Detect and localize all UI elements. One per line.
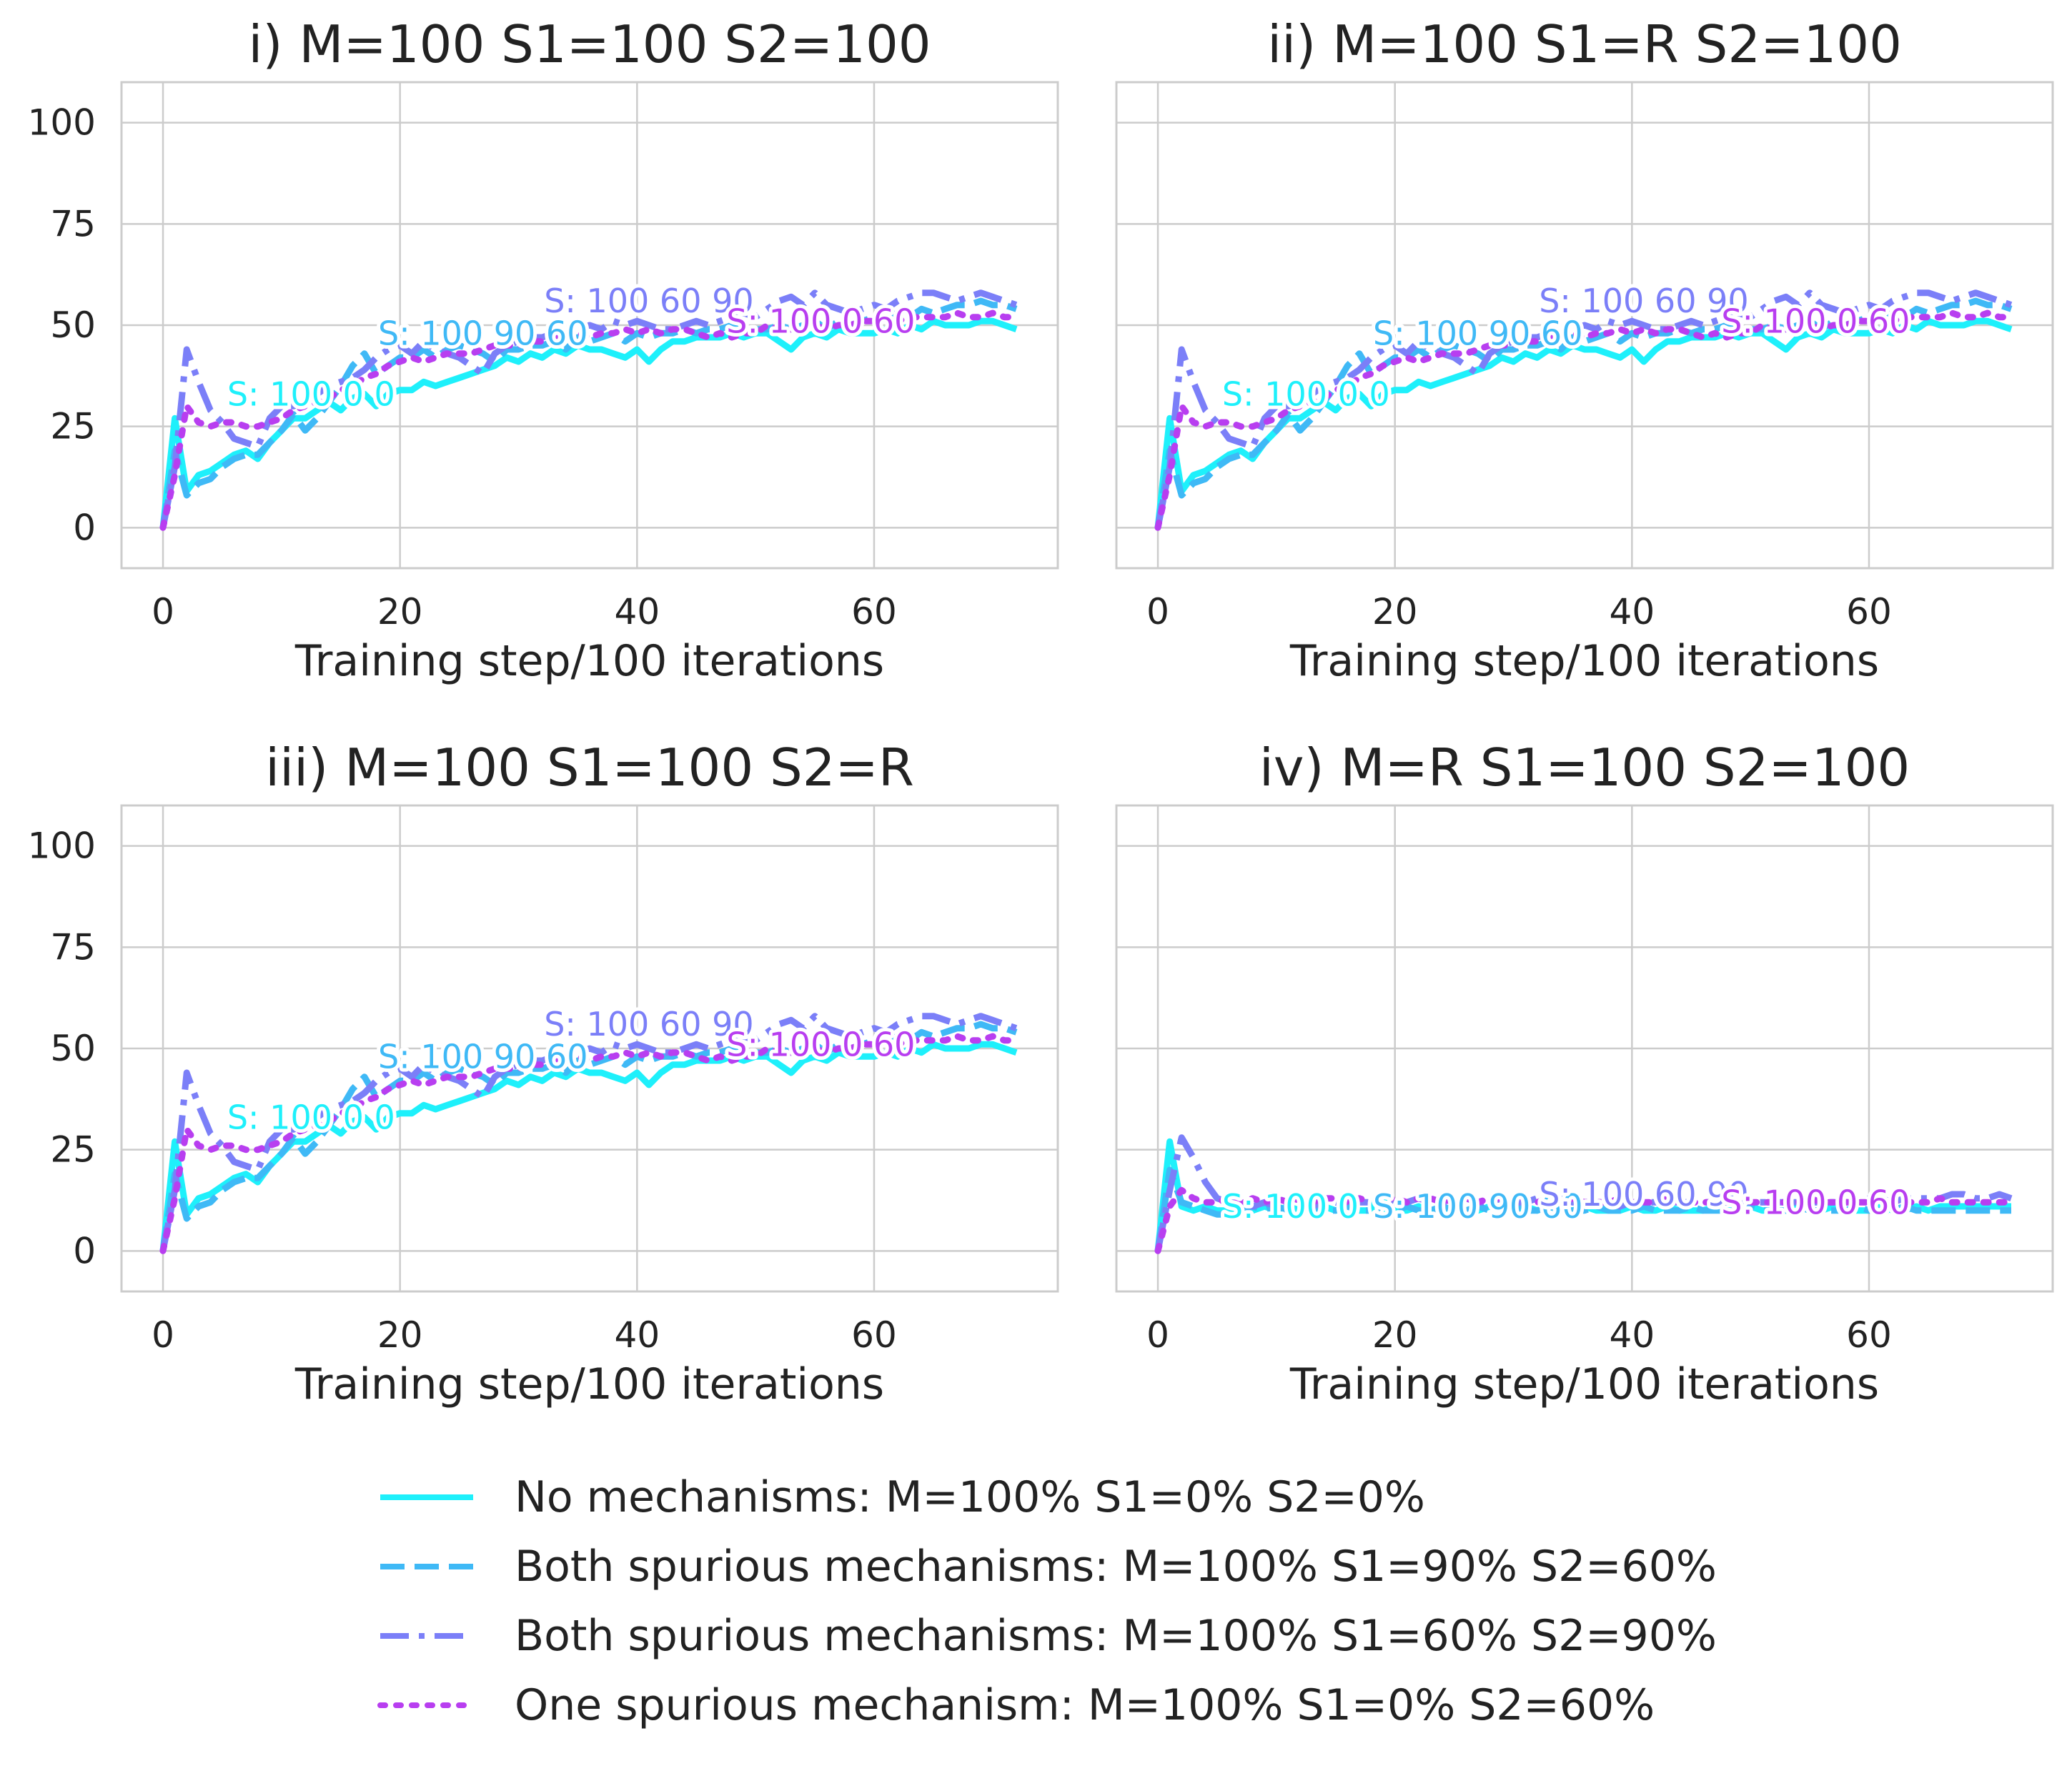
- series-lines: [1154, 1134, 2015, 1254]
- x-tick-label: 60: [851, 591, 897, 633]
- x-tick-label: 20: [1372, 1314, 1418, 1356]
- line-label: S: 100 0 60: [1721, 302, 1910, 340]
- y-tick-label: 0: [73, 1230, 96, 1271]
- panel-2: 0 20 40 60 S: 100 0 0 S: 100 90 60S: 100 60 9…: [1115, 81, 2054, 633]
- series-3-line: [159, 289, 1018, 529]
- panel-3-title: iii) M=100 S1=100 S2=R: [265, 738, 914, 798]
- series-3-line: [1154, 289, 2013, 529]
- panel-3-xlabel: Training step/100 iterations: [294, 1359, 885, 1409]
- y-tick-label: 0: [73, 507, 96, 548]
- series-4-line: [159, 309, 1020, 531]
- line-label: S: 100 90 60: [378, 1037, 588, 1076]
- series-1-line: [159, 317, 1018, 528]
- series-4-line: [1154, 309, 2015, 531]
- line-label: S: 100 60 90: [544, 1005, 753, 1043]
- y-tick-label: 100: [28, 825, 96, 867]
- x-tick-label: 60: [1846, 1314, 1892, 1356]
- panel-4: 0 20 40 60 S: 100 0 0S: 100 90 60S: 100 60 9…: [1115, 804, 2054, 1356]
- x-tick-label: 40: [615, 591, 660, 633]
- series-lines: [159, 1013, 1020, 1254]
- legend-swatches: [377, 1494, 476, 1708]
- x-tick-label: 20: [1372, 591, 1418, 633]
- x-tick-label: 60: [851, 1314, 897, 1356]
- panel-4-title: iv) M=R S1=100 S2=100: [1259, 738, 1910, 798]
- panel-2-xlabel: Training step/100 iterations: [1289, 636, 1880, 686]
- line-label: S: 100 90 60: [1373, 314, 1582, 352]
- line-label: S: 100 0 60: [726, 302, 915, 340]
- y-tick-label: 50: [50, 1028, 96, 1069]
- x-tick-label: 0: [1146, 591, 1169, 633]
- panel-2-title: ii) M=100 S1=R S2=100: [1267, 14, 1902, 74]
- x-tick-label: 0: [152, 591, 174, 633]
- series-4-line: [1154, 1186, 2015, 1254]
- series-2-line: [159, 297, 1018, 528]
- legend-label-4: One spurious mechanism: M=100% S1=0% S2=…: [515, 1680, 1655, 1730]
- x-tick-label: 0: [1146, 1314, 1169, 1356]
- x-tick-label: 20: [377, 591, 423, 633]
- line-label: S: 100 60 90: [1539, 282, 1748, 320]
- panel-1-xlabel: Training step/100 iterations: [294, 636, 885, 686]
- plot-frame: [120, 81, 1059, 570]
- series-1-line: [159, 1041, 1018, 1251]
- series-2-line: [1154, 297, 2013, 528]
- line-label: S: 100 90 60: [378, 314, 588, 352]
- y-tick-label: 75: [50, 203, 96, 244]
- series-lines: [159, 289, 1020, 531]
- y-tick-label: 25: [50, 1129, 96, 1171]
- x-tick-label: 40: [1610, 1314, 1655, 1356]
- series-4-line: [159, 1033, 1020, 1254]
- line-label: S: 100 60 90: [1539, 1175, 1748, 1214]
- line-label: S: 100 90 60: [1373, 1187, 1582, 1226]
- x-tick-label: 0: [152, 1314, 174, 1356]
- y-tick-label: 25: [50, 406, 96, 447]
- series-1-line: [1154, 317, 2013, 528]
- line-label: S: 100 60 90: [544, 282, 753, 320]
- series-lines: [1154, 289, 2015, 531]
- plot-frame: [1115, 804, 2054, 1293]
- x-tick-label: 20: [377, 1314, 423, 1356]
- line-label: S: 100 0 0: [227, 374, 395, 413]
- y-tick-label: 100: [28, 102, 96, 144]
- line-label: S: 100 0 0: [1222, 374, 1390, 413]
- panel-1-title: i) M=100 S1=100 S2=100: [248, 14, 931, 74]
- legend-label-2: Both spurious mechanisms: M=100% S1=90% …: [515, 1542, 1717, 1592]
- series-2-line: [159, 1021, 1018, 1251]
- line-label: S: 100 0 60: [1721, 1183, 1910, 1221]
- plot-frame: [1115, 81, 2054, 570]
- line-label: S: 100 0 60: [726, 1025, 915, 1063]
- y-tick-label: 75: [50, 926, 96, 968]
- line-label: S: 100 0 0: [227, 1098, 395, 1136]
- line-label: S: 100 0 0: [1222, 1187, 1390, 1226]
- series-2-line: [1154, 1166, 2011, 1251]
- x-tick-label: 40: [615, 1314, 660, 1356]
- series-3-line: [159, 1013, 1018, 1252]
- x-tick-label: 60: [1846, 591, 1892, 633]
- x-tick-label: 40: [1610, 591, 1655, 633]
- panel-4-xlabel: Training step/100 iterations: [1289, 1359, 1880, 1409]
- plot-frame: [120, 804, 1059, 1293]
- legend-label-3: Both spurious mechanisms: M=100% S1=60% …: [515, 1611, 1717, 1661]
- legend-label-1: No mechanisms: M=100% S1=0% S2=0%: [515, 1472, 1425, 1522]
- y-tick-label: 50: [50, 304, 96, 346]
